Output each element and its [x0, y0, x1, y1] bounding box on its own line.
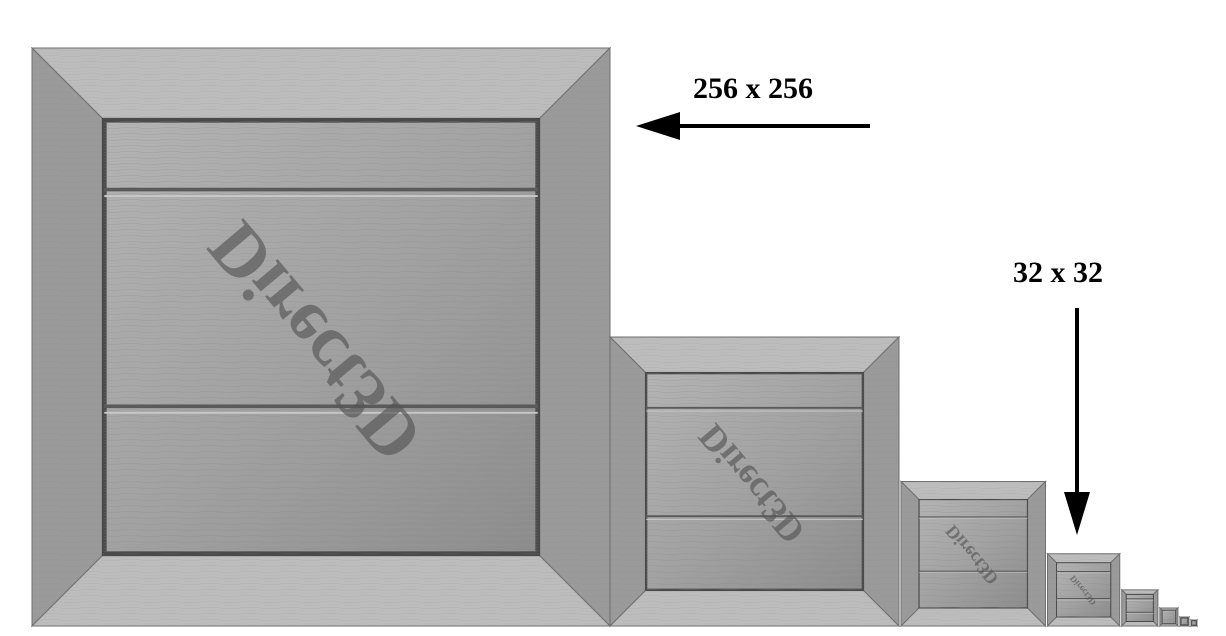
size-label-32: 32 x 32 — [1013, 256, 1103, 289]
arrow-left-head — [636, 112, 680, 140]
mip-level-8 — [1158, 606, 1180, 628]
mip-level-16 — [1120, 588, 1160, 628]
mip-level-128: Direct3D — [608, 335, 901, 628]
mip-level-32: Direct3D — [1046, 552, 1121, 628]
size-label-256: 256 x 256 — [693, 72, 813, 105]
mip-level-2 — [1189, 618, 1199, 628]
mip-level-64: Direct3D — [899, 480, 1047, 628]
mip-level-4 — [1178, 615, 1191, 628]
mip-level-256: Direct3D — [30, 46, 612, 628]
arrows-group — [636, 112, 1090, 535]
arrow-down-head — [1064, 492, 1090, 535]
